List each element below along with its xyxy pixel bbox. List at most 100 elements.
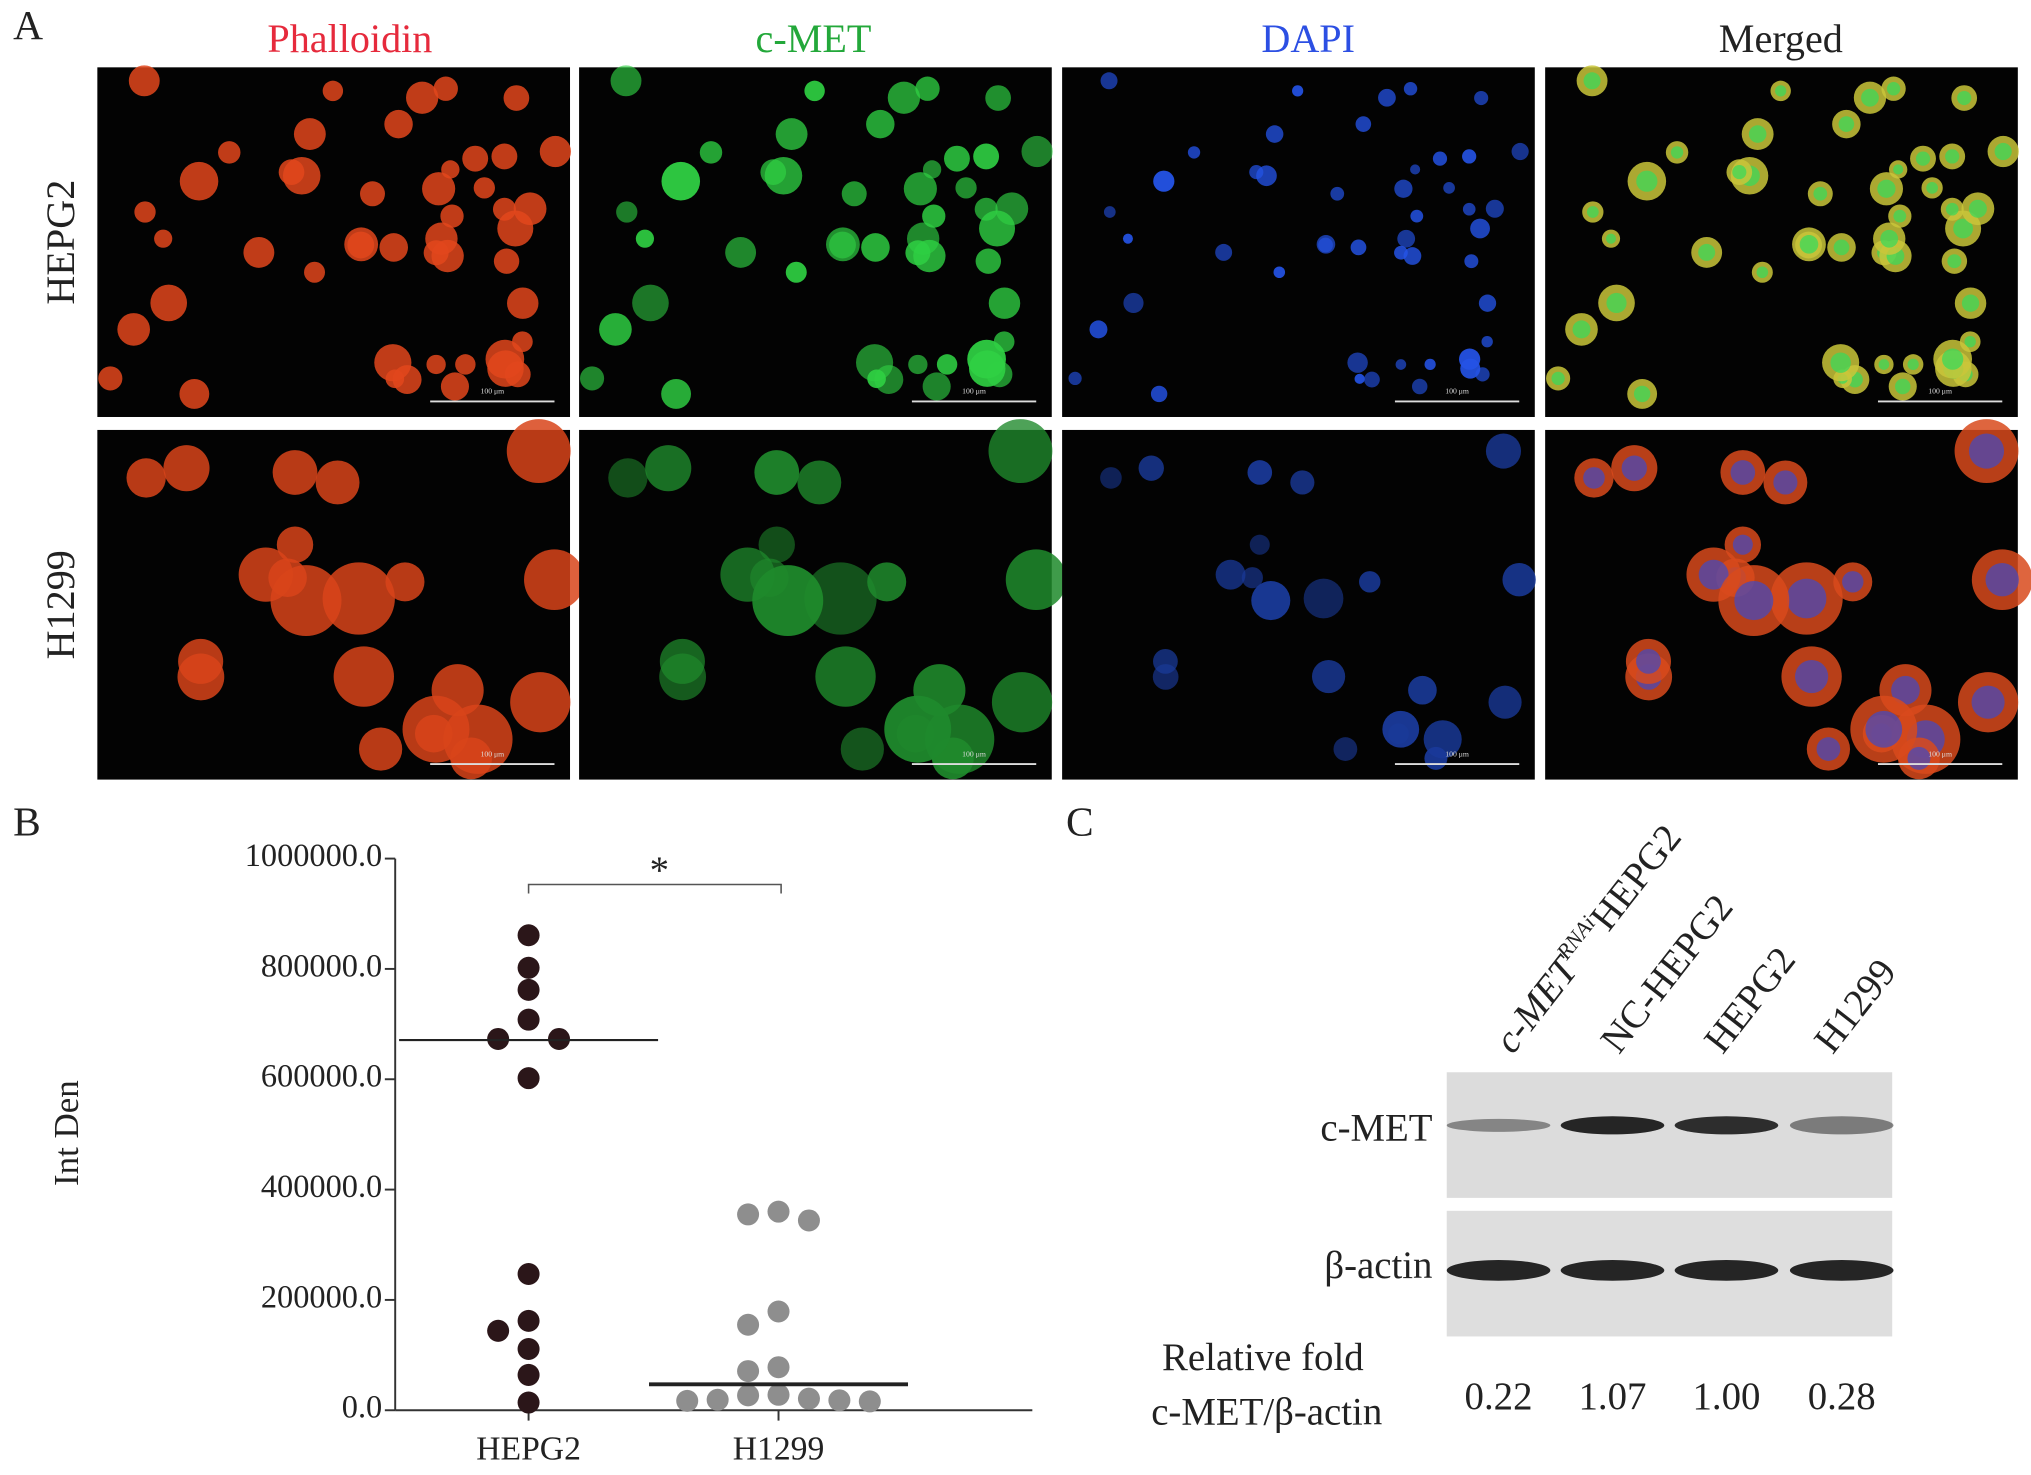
cell (272, 450, 318, 495)
cell (1968, 433, 2005, 469)
cell (973, 143, 1000, 170)
cell (1583, 467, 1605, 489)
cell (513, 192, 547, 226)
fold-label: c-MET/β-actin (1151, 1390, 1382, 1433)
cell (1292, 85, 1304, 97)
cell (826, 227, 860, 262)
panel-letter: B (13, 798, 41, 844)
cell (510, 672, 571, 733)
y-tick-label: 0.0 (342, 1390, 382, 1426)
cell (815, 646, 876, 707)
cell (315, 460, 360, 505)
cell (1410, 209, 1424, 223)
cell (270, 565, 342, 637)
band (1446, 1118, 1551, 1132)
fold-value: 0.22 (1465, 1375, 1533, 1418)
scale-bar-label: 100 μm (1445, 749, 1469, 758)
cell (322, 80, 344, 102)
cell (1756, 266, 1769, 279)
cell (1636, 170, 1658, 192)
cell (1005, 549, 1067, 611)
x-tick-label: H1299 (733, 1430, 825, 1467)
cell (884, 695, 952, 763)
data-point (517, 978, 540, 1001)
cell (1241, 567, 1263, 589)
cell (507, 287, 539, 319)
cell (1265, 125, 1284, 143)
cell (725, 236, 757, 268)
cell (936, 354, 958, 375)
cell (440, 372, 469, 401)
cell (1363, 371, 1380, 388)
cell (922, 204, 946, 228)
scale-bar-label: 100 μm (480, 749, 504, 758)
scale-bar-label: 100 μm (1928, 749, 1952, 758)
cell (754, 450, 800, 495)
cell (804, 562, 877, 635)
data-point (517, 1008, 540, 1031)
panel-letter: C (1066, 798, 1094, 844)
cell (485, 339, 525, 379)
cell (179, 161, 219, 201)
data-point (797, 1387, 820, 1410)
cell (128, 65, 160, 97)
cell (1732, 165, 1747, 180)
cell (1964, 336, 1976, 348)
cell (1485, 433, 1522, 469)
data-point (517, 1309, 540, 1332)
cell (699, 141, 723, 164)
cell (610, 65, 642, 97)
fold-value: 0.28 (1808, 1375, 1876, 1418)
cells (1546, 65, 2019, 409)
cell (1985, 563, 2019, 597)
band (1789, 1260, 1894, 1281)
fold-label: Relative fold (1162, 1336, 1364, 1379)
cell (1880, 229, 1899, 248)
cell (1511, 142, 1529, 161)
data-point (797, 1209, 820, 1232)
cell (1830, 352, 1851, 373)
cell (1458, 348, 1481, 370)
y-axis-label: Int Den (47, 1080, 86, 1186)
data-point (737, 1203, 760, 1226)
data-point (517, 956, 540, 979)
cells (1100, 433, 1536, 770)
data-point (487, 1027, 510, 1050)
cell (1273, 266, 1286, 279)
cell (1842, 571, 1864, 593)
cell (1502, 563, 1536, 597)
cell (955, 177, 977, 199)
cell (1971, 685, 2005, 719)
cell (1893, 164, 1904, 175)
cells (126, 419, 585, 780)
cell (1350, 239, 1367, 256)
cell (1432, 151, 1448, 166)
cell (1773, 470, 1798, 495)
blot-membrane (1446, 1072, 1893, 1198)
cell (333, 646, 394, 707)
data-point (517, 924, 540, 947)
data-point (737, 1360, 760, 1383)
cell (1138, 455, 1164, 481)
cell (98, 366, 123, 391)
column-header: c-MET (756, 16, 872, 61)
cell (659, 638, 705, 684)
data-point (517, 1338, 540, 1361)
cell (1123, 292, 1144, 314)
cell (1813, 186, 1828, 201)
cell (506, 419, 571, 483)
cell (1488, 685, 1522, 719)
cell (1895, 378, 1911, 395)
cell (988, 287, 1021, 319)
cell (322, 562, 395, 635)
cell (1915, 151, 1931, 166)
cell (1799, 235, 1819, 254)
cell (1953, 218, 1974, 239)
cell (1247, 460, 1273, 485)
cell (1215, 243, 1233, 261)
cell (840, 727, 884, 771)
cell (866, 109, 895, 139)
cell (1333, 737, 1358, 761)
cell (988, 419, 1053, 483)
cell (1775, 85, 1787, 97)
